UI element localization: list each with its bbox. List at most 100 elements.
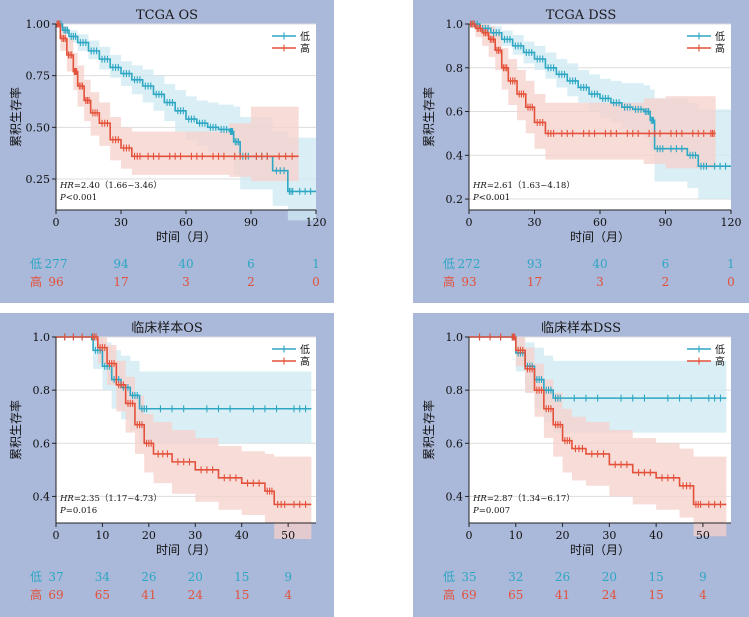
p-label: P — [59, 193, 66, 203]
risk-table-count-low: 1 — [312, 257, 320, 271]
p-value: =0.007 — [479, 506, 510, 516]
y-tick-label: 0.8 — [446, 384, 464, 397]
risk-table-count-low: 32 — [508, 570, 523, 584]
risk-table-count-high: 0 — [727, 275, 735, 289]
hr-label: HR — [59, 181, 74, 191]
p-value: =0.016 — [66, 506, 97, 516]
legend-label-low: 低 — [715, 343, 725, 356]
risk-table-count-low: 9 — [284, 570, 292, 584]
survival-curve-high — [469, 336, 727, 506]
risk-table-count-low: 26 — [141, 570, 156, 584]
chart-title: TCGA OS — [136, 8, 198, 23]
p-label: P — [472, 506, 479, 516]
y-tick-label: 0.8 — [33, 384, 51, 397]
risk-table-count-high: 24 — [602, 588, 618, 602]
risk-table-count-high: 24 — [188, 588, 204, 602]
x-tick-label: 10 — [509, 529, 523, 542]
x-axis-label: 时间（月） — [156, 230, 216, 244]
legend-label-high: 高 — [300, 355, 310, 368]
risk-table-count-high: 69 — [48, 588, 63, 602]
hr-label: HR — [472, 181, 487, 191]
hr-label: HR — [472, 494, 487, 504]
risk-table-count-high: 15 — [234, 588, 249, 602]
legend-label-low: 低 — [300, 343, 310, 356]
risk-table-count-low: 34 — [95, 570, 111, 584]
risk-table-count-high: 41 — [141, 588, 156, 602]
risk-table-count-low: 40 — [178, 257, 193, 271]
km-chart-tcga-os: TCGA OS0.250.500.751.000 30 60 90 120时间（月）累积… — [8, 8, 327, 289]
x-tick-label: 30 — [188, 529, 202, 542]
y-axis-label: 累积生存率 — [421, 87, 436, 147]
y-tick-label: 0.25 — [26, 173, 51, 186]
risk-table-count-low: 40 — [592, 257, 607, 271]
y-tick-label: 0.6 — [446, 437, 464, 450]
y-tick-label: 0.4 — [446, 149, 464, 162]
risk-table-count-low: 20 — [602, 570, 617, 584]
p-value: <0.001 — [479, 193, 510, 203]
chart-panel-clinical-os: 临床样本OS 0.4 0.6 0.8 1.0 0 10 20 30 40 50 时间（月） 累积生存率低… — [0, 313, 334, 617]
hr-value: =2.35（1.17~4.73） — [74, 493, 162, 504]
x-tick-label: 0 — [53, 216, 60, 229]
risk-table-count-high: 93 — [461, 275, 476, 289]
x-tick-label: 30 — [528, 216, 542, 229]
risk-table-group-label-low: 低 — [30, 257, 42, 271]
legend-label-low: 低 — [715, 30, 725, 43]
x-axis-label: 时间（月） — [570, 230, 630, 244]
p-label: P — [472, 193, 479, 203]
x-tick-label: 50 — [696, 529, 710, 542]
risk-table-count-high: 0 — [312, 275, 320, 289]
survival-curve-low — [469, 23, 731, 168]
risk-table-count-high: 15 — [649, 588, 664, 602]
p-value-text: P=0.016 — [59, 506, 97, 516]
risk-table-count-low: 93 — [527, 257, 542, 271]
risk-table-count-low: 9 — [699, 570, 707, 584]
legend-label-high: 高 — [715, 42, 725, 55]
risk-table-count-low: 1 — [727, 257, 735, 271]
p-value-text: P<0.001 — [472, 193, 510, 203]
hazard-ratio-text: HR=2.35（1.17~4.73） — [59, 493, 162, 504]
x-tick-label: 30 — [602, 529, 616, 542]
risk-table-count-high: 17 — [113, 275, 128, 289]
km-chart-clinical-dss: 临床样本DSS 0.4 0.6 0.8 1.0 0 10 20 30 40 50 时间（月） 累积生存率… — [421, 321, 731, 602]
y-tick-label: 0.4 — [33, 490, 51, 503]
risk-table-count-low: 6 — [662, 257, 670, 271]
hr-value: =2.40（1.66~3.46） — [74, 180, 162, 191]
y-axis-label: 累积生存率 — [8, 400, 23, 460]
risk-table-count-high: 3 — [182, 275, 190, 289]
confidence-band-high — [469, 337, 727, 537]
risk-table-count-high: 2 — [247, 275, 255, 289]
x-tick-label: 120 — [306, 216, 327, 229]
x-axis-label: 时间（月） — [570, 543, 630, 557]
p-label: P — [59, 506, 66, 516]
x-tick-label: 40 — [235, 529, 249, 542]
chart-panel-tcga-dss: TCGA DSS 0.2 0.4 0.6 0.8 1.0 0 30 60 90 120 时间（月） 累积… — [413, 0, 749, 303]
risk-table-count-low: 20 — [188, 570, 203, 584]
risk-table-count-high: 4 — [699, 588, 707, 602]
y-tick-label: 0.6 — [446, 106, 464, 119]
y-tick-label: 1.0 — [33, 331, 51, 344]
risk-table-group-label-high: 高 — [30, 274, 42, 289]
p-value-text: P=0.007 — [472, 506, 510, 516]
risk-table-count-high: 65 — [508, 588, 523, 602]
chart-panel-tcga-os: TCGA OS 0.25 0.50 0.75 1.00 0 30 60 90 120 时间（月） 累积… — [0, 0, 334, 303]
chart-panel-clinical-dss: 临床样本DSS 0.4 0.6 0.8 1.0 0 10 20 30 40 50 时间（月） 累积生存率… — [413, 313, 749, 617]
x-tick-label: 0 — [53, 529, 60, 542]
x-tick-label: 90 — [244, 216, 258, 229]
risk-table-count-high: 2 — [662, 275, 670, 289]
risk-table-group-label-high: 高 — [443, 587, 455, 602]
risk-table-count-low: 35 — [461, 570, 476, 584]
confidence-band-high — [56, 337, 312, 539]
risk-table-group-label-low: 低 — [443, 257, 455, 271]
risk-table-count-high: 4 — [284, 588, 292, 602]
x-tick-label: 0 — [466, 216, 473, 229]
y-tick-label: 0.2 — [446, 193, 464, 206]
y-tick-label: 1.00 — [26, 18, 51, 31]
y-axis-label: 累积生存率 — [8, 87, 23, 147]
risk-table-count-low: 37 — [48, 570, 63, 584]
risk-table-group-label-low: 低 — [30, 570, 42, 584]
risk-table-count-low: 26 — [555, 570, 570, 584]
legend-label-low: 低 — [300, 30, 310, 43]
risk-table-count-high: 41 — [555, 588, 570, 602]
